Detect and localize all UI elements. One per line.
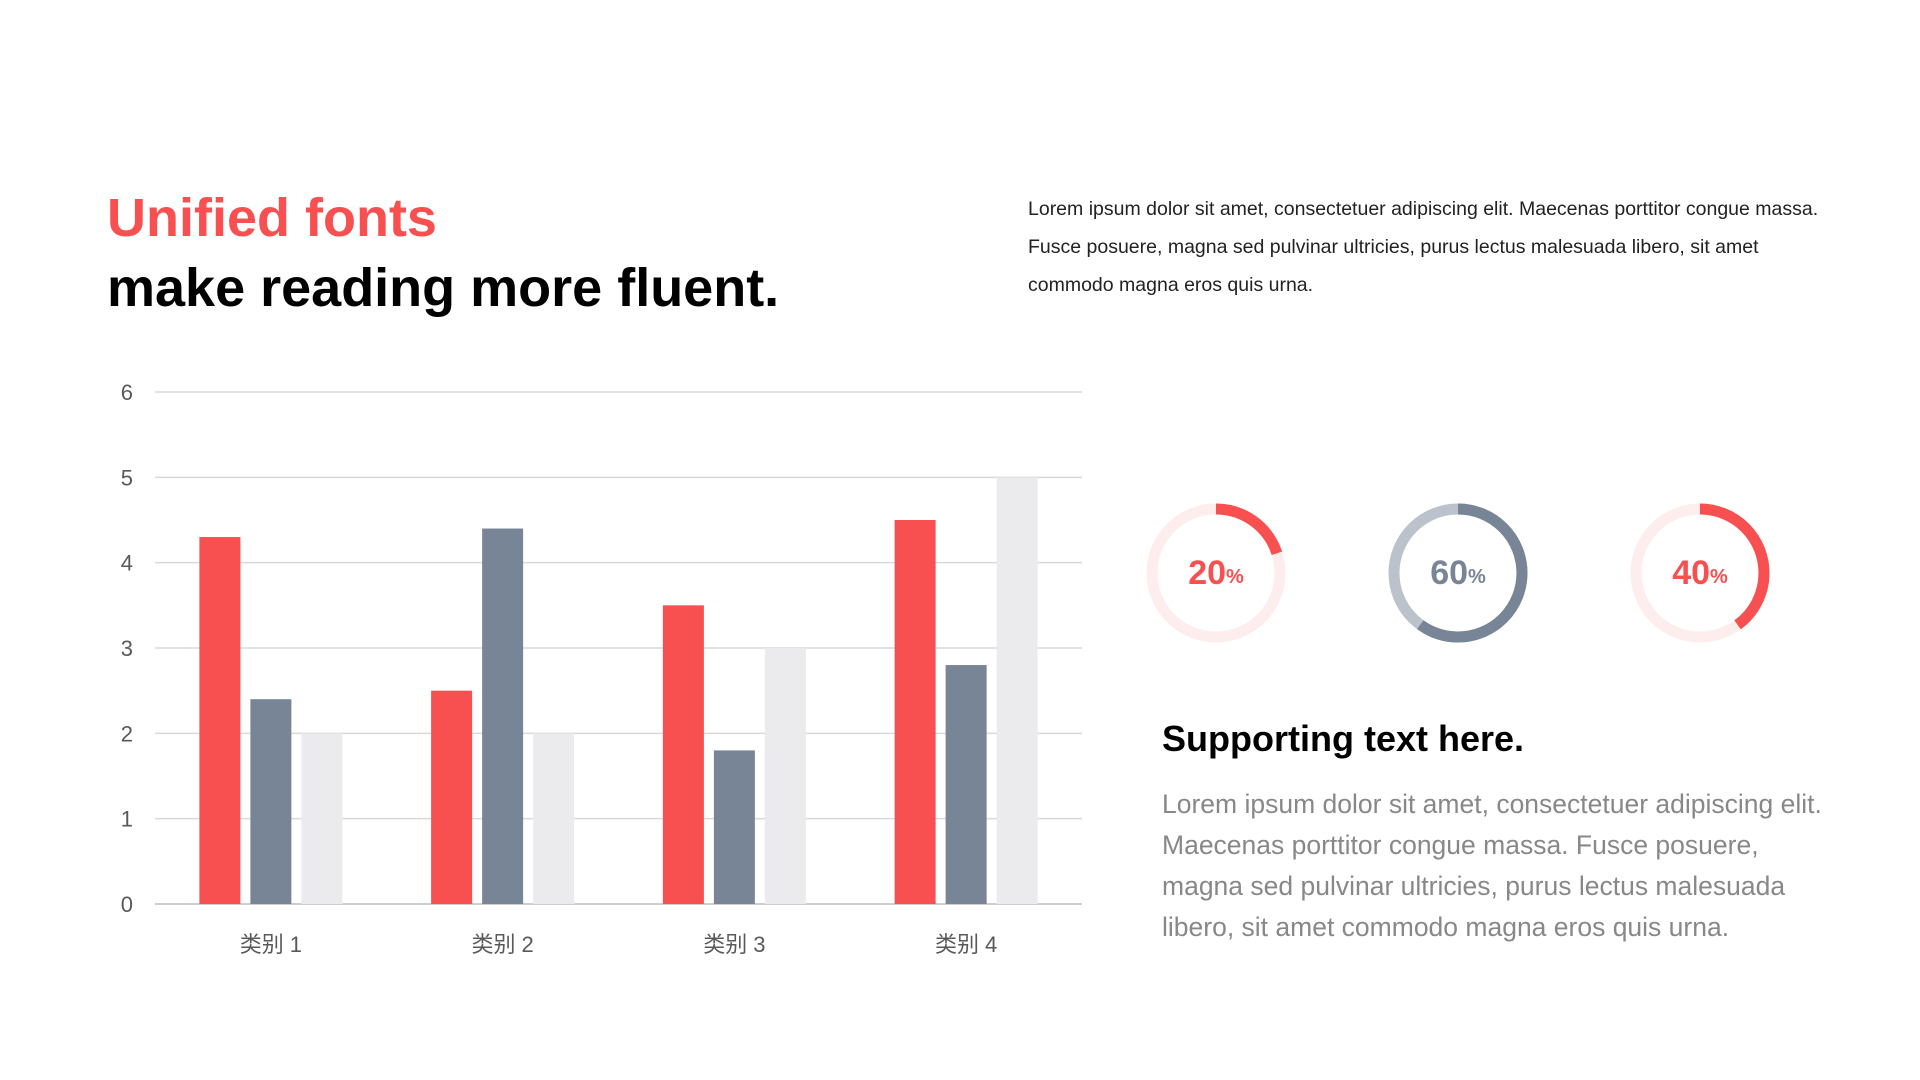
ring-graphic xyxy=(1388,503,1528,643)
ring-value: 20% xyxy=(1143,500,1289,646)
ring-unit: % xyxy=(1226,565,1244,588)
bar xyxy=(713,750,755,904)
ring-graphic xyxy=(1630,503,1770,643)
ring-value: 60% xyxy=(1385,500,1531,646)
bar xyxy=(482,528,524,904)
bar xyxy=(894,520,936,904)
ring-progress-arc xyxy=(1388,503,1528,643)
intro-paragraph: Lorem ipsum dolor sit amet, consectetuer… xyxy=(1028,198,1819,296)
title-accent: Unified fonts xyxy=(107,188,437,248)
bar xyxy=(945,665,987,904)
bar xyxy=(301,733,343,904)
x-tick-label: 类别 1 xyxy=(240,932,302,957)
bar xyxy=(662,605,704,904)
supporting-title: Supporting text here. xyxy=(1162,718,1525,759)
x-tick-label: 类别 3 xyxy=(703,932,765,957)
y-tick-label: 4 xyxy=(121,551,133,576)
bar xyxy=(250,699,292,904)
x-tick-label: 类别 4 xyxy=(935,932,997,957)
y-tick-label: 2 xyxy=(121,721,133,746)
y-tick-label: 1 xyxy=(121,807,133,832)
bar xyxy=(431,690,473,904)
y-tick-label: 3 xyxy=(121,636,133,661)
progress-ring-1: 20% xyxy=(1143,500,1289,646)
x-tick-label: 类别 2 xyxy=(471,932,533,957)
progress-ring-2: 60% xyxy=(1385,500,1531,646)
ring-graphic xyxy=(1146,503,1286,643)
ring-progress-arc xyxy=(1630,503,1770,643)
bar xyxy=(764,648,806,904)
bar xyxy=(533,733,575,904)
supporting-paragraph: Lorem ipsum dolor sit amet, consectetuer… xyxy=(1162,789,1822,942)
progress-ring-3: 40% xyxy=(1627,500,1773,646)
ring-value: 40% xyxy=(1627,500,1773,646)
ring-number: 40 xyxy=(1672,553,1711,592)
y-tick-label: 0 xyxy=(121,892,133,917)
ring-unit: % xyxy=(1468,565,1486,588)
y-tick-label: 5 xyxy=(121,465,133,490)
y-tick-label: 6 xyxy=(121,380,133,405)
bar xyxy=(996,477,1038,904)
ring-number: 60 xyxy=(1430,553,1469,592)
page-title: make reading more fluent. xyxy=(107,258,780,318)
ring-progress-arc xyxy=(1146,503,1286,643)
bar xyxy=(199,537,241,904)
ring-unit: % xyxy=(1710,565,1728,588)
ring-number: 20 xyxy=(1188,553,1227,592)
